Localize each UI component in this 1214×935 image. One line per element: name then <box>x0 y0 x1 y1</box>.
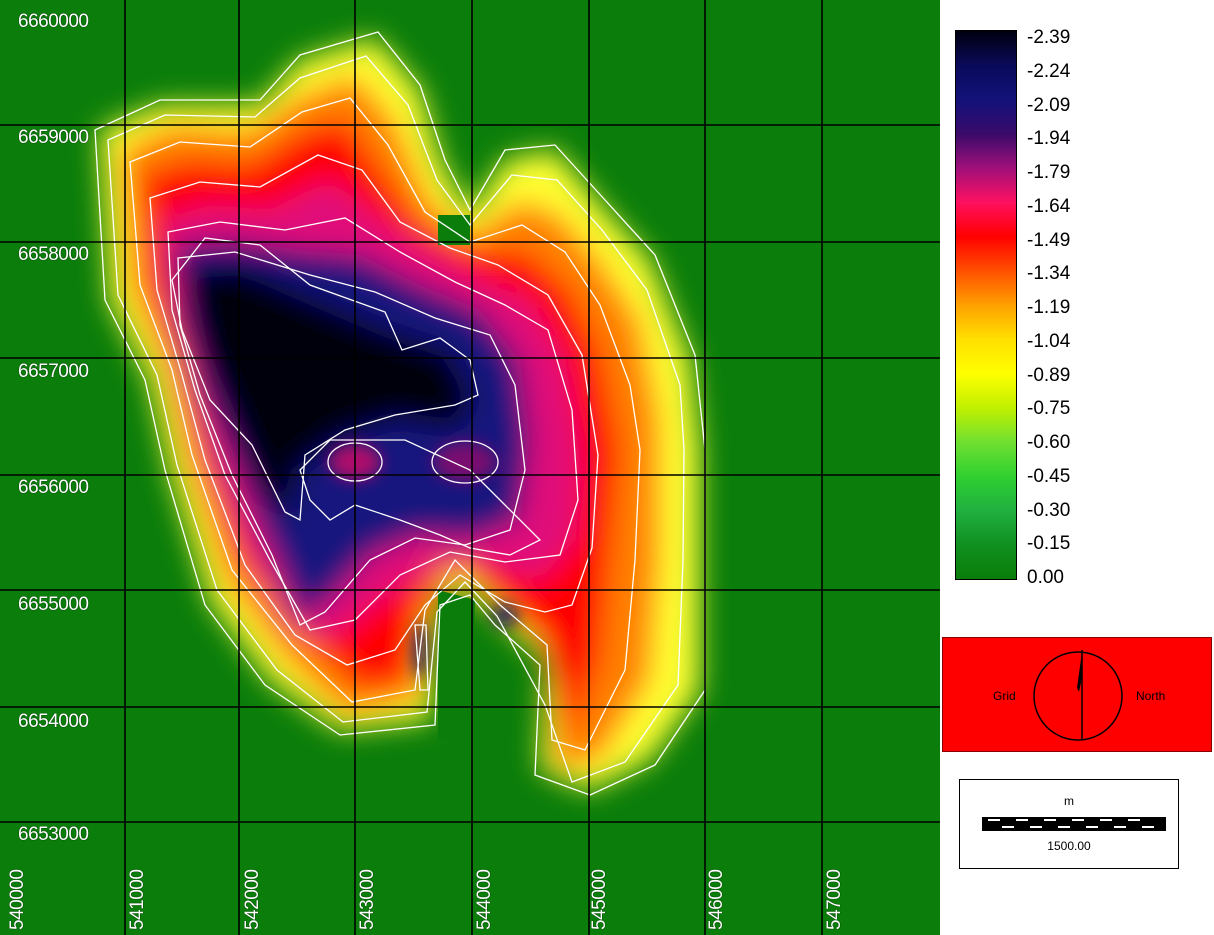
map-gaps <box>438 215 475 740</box>
northing-label: 6660000 <box>18 11 89 32</box>
legend-value: -2.09 <box>1027 94 1071 116</box>
easting-label: 544000 <box>474 869 495 930</box>
north-arrow-north-label: North <box>1136 689 1166 703</box>
legend-value: -2.24 <box>1027 60 1071 82</box>
legend-value: -1.79 <box>1027 162 1071 183</box>
north-arrow-grid-label: Grid <box>993 689 1016 703</box>
scale-bar-graphic <box>982 817 1166 831</box>
north-arrow-panel: Grid North <box>942 637 1212 752</box>
scale-bar: m 1500.00 <box>959 779 1179 869</box>
scale-unit: m <box>1064 794 1074 808</box>
scale-distance: 1500.00 <box>1047 839 1091 853</box>
northing-label: 6658000 <box>18 244 89 265</box>
northing-label: 6657000 <box>18 361 89 382</box>
legend-value: -1.19 <box>1027 297 1071 318</box>
northing-label: 6654000 <box>18 711 89 732</box>
legend-value: -1.64 <box>1027 195 1071 217</box>
map-canvas <box>0 0 940 935</box>
northing-label: 6659000 <box>18 127 89 148</box>
legend-value: -0.60 <box>1027 432 1071 453</box>
easting-label: 540000 <box>7 869 28 930</box>
legend-value: -1.34 <box>1027 263 1071 285</box>
easting-label: 542000 <box>242 869 263 930</box>
coordinate-grid <box>0 0 940 935</box>
color-legend-bar <box>955 30 1017 580</box>
easting-label: 546000 <box>706 869 727 930</box>
legend-value: -2.39 <box>1027 27 1071 48</box>
easting-label: 541000 <box>127 869 148 930</box>
easting-label: 545000 <box>589 869 610 930</box>
legend-value: 0.00 <box>1027 567 1064 588</box>
easting-label: 543000 <box>357 869 378 930</box>
easting-label: 547000 <box>824 869 845 930</box>
legend-value: -0.75 <box>1027 398 1071 420</box>
northing-label: 6653000 <box>18 824 89 845</box>
legend-value: -1.04 <box>1027 330 1071 352</box>
legend-value: -0.30 <box>1027 499 1071 521</box>
depth-surface <box>100 38 700 790</box>
legend-value: -1.94 <box>1027 128 1071 150</box>
legend-value: -0.45 <box>1027 465 1071 487</box>
legend-value: -1.49 <box>1027 229 1071 251</box>
compass-icon <box>1033 650 1123 741</box>
northing-label: 6655000 <box>18 594 89 615</box>
contour-map: 6660000 6659000 6658000 6657000 6656000 66550… <box>0 0 940 935</box>
legend-value: -0.15 <box>1027 533 1071 555</box>
northing-label: 6656000 <box>18 477 89 498</box>
legend-value: -0.89 <box>1027 364 1071 386</box>
